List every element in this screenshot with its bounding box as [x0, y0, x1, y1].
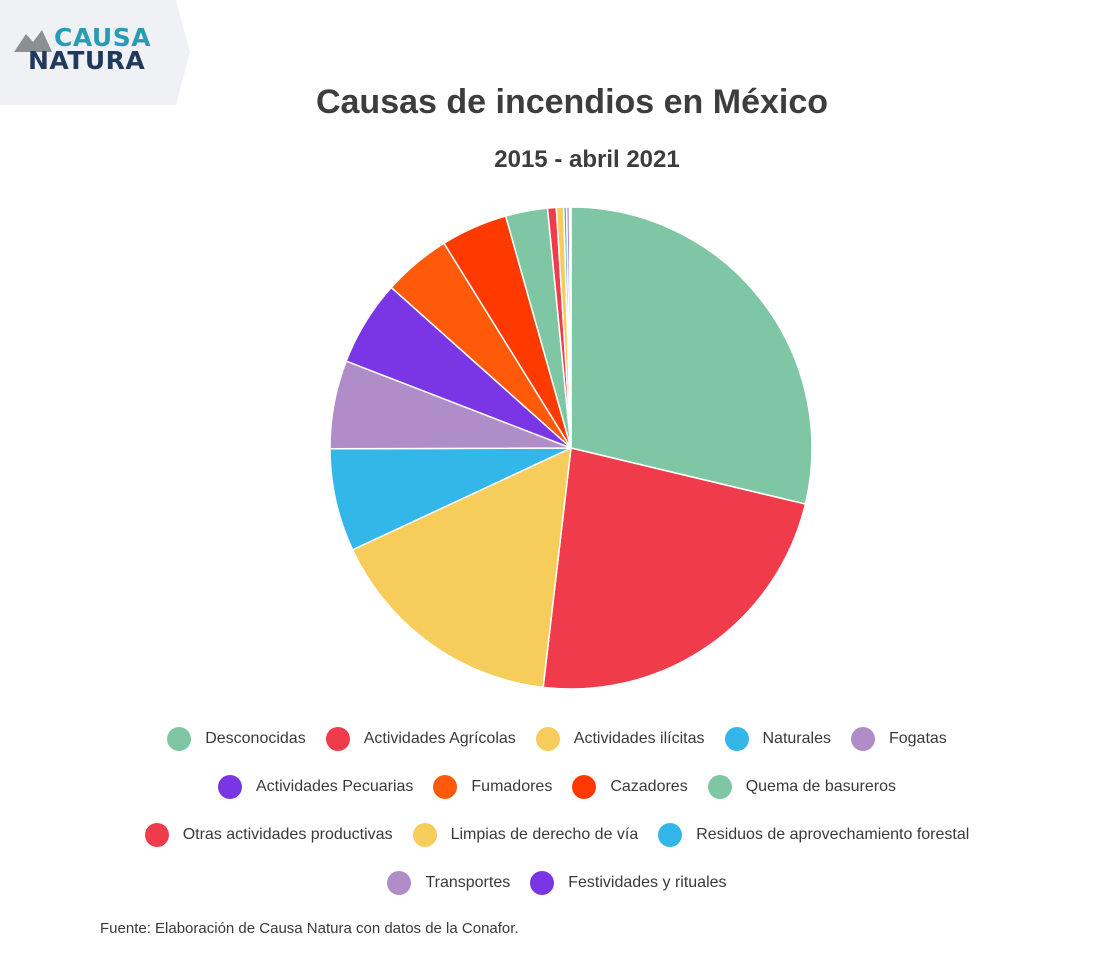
source-note: Fuente: Elaboración de Causa Natura con …: [100, 920, 519, 937]
legend-item: Quema de basureros: [707, 774, 897, 799]
legend-item: Limpias de derecho de vía: [412, 822, 639, 847]
pie-slice-1: [542, 447, 807, 690]
legend-swatch: [412, 822, 437, 847]
pie-chart: [329, 206, 813, 690]
pie-slice-0: [570, 206, 813, 505]
legend-label: Transportes: [425, 873, 511, 891]
legend-item: Naturales: [724, 726, 831, 751]
chart-subtitle: 2015 - abril 2021: [494, 146, 680, 173]
legend-item: Festividades y rituales: [530, 870, 727, 895]
legend-label: Actividades Pecuarias: [255, 777, 414, 795]
legend-label: Naturales: [762, 729, 831, 747]
legend-swatch: [433, 774, 458, 799]
legend-item: Cazadores: [572, 774, 688, 799]
legend-label: Festividades y rituales: [568, 873, 727, 891]
mountain-icon: [14, 30, 52, 52]
legend-item: Actividades Agrícolas: [325, 726, 516, 751]
legend-item: Fumadores: [433, 774, 553, 799]
legend-label: Otras actividades productivas: [182, 825, 393, 843]
legend-swatch: [144, 822, 169, 847]
legend-swatch: [530, 870, 555, 895]
legend-label: Limpias de derecho de vía: [450, 825, 639, 843]
legend-label: Quema de basureros: [745, 777, 897, 795]
legend-label: Fumadores: [471, 777, 553, 795]
logo: CAUSA NATURA: [0, 0, 192, 105]
legend-swatch: [850, 726, 875, 751]
legend-item: Residuos de aprovechamiento forestal: [658, 822, 970, 847]
legend-swatch: [387, 870, 412, 895]
logo-line-1: CAUSA: [54, 23, 152, 52]
legend-label: Residuos de aprovechamiento forestal: [696, 825, 970, 843]
legend-item: Desconocidas: [167, 726, 306, 751]
legend-item: Actividades ilícitas: [535, 726, 705, 751]
legend-row-0: Desconocidas Actividades Agrícolas Activid…: [0, 722, 1114, 755]
pie-slice-3: [329, 447, 572, 551]
chart-title: Causas de incendios en México: [315, 83, 829, 121]
legend-item: Actividades Pecuarias: [217, 774, 414, 799]
logo-line-2: NATURA: [28, 46, 146, 75]
logo-text: CAUSA NATURA: [14, 23, 152, 75]
pie-slice-2: [351, 446, 572, 689]
legend-swatch: [658, 822, 683, 847]
legend-row-1: Actividades Pecuarias Fumadores Cazadores Q…: [0, 770, 1114, 803]
legend-label: Cazadores: [610, 777, 688, 795]
legend-item: Fogatas: [850, 726, 947, 751]
chart-legend: Desconocidas Actividades Agrícolas Activid…: [0, 722, 1114, 914]
legend-row-3: Transportes Festividades y rituales: [0, 866, 1114, 899]
legend-label: Actividades ilícitas: [573, 729, 705, 747]
legend-label: Actividades Agrícolas: [363, 729, 516, 747]
legend-swatch: [724, 726, 749, 751]
legend-swatch: [707, 774, 732, 799]
legend-row-2: Otras actividades productivas Limpias de …: [0, 818, 1114, 851]
legend-swatch: [535, 726, 560, 751]
legend-swatch: [217, 774, 242, 799]
legend-swatch: [167, 726, 192, 751]
legend-item: Otras actividades productivas: [144, 822, 393, 847]
legend-label: Fogatas: [888, 729, 947, 747]
legend-item: Transportes: [387, 870, 511, 895]
logo-badge-shape: [0, 0, 190, 105]
pie-slice-13: [568, 206, 572, 449]
legend-swatch: [572, 774, 597, 799]
legend-label: Desconocidas: [205, 729, 306, 747]
legend-swatch: [325, 726, 350, 751]
